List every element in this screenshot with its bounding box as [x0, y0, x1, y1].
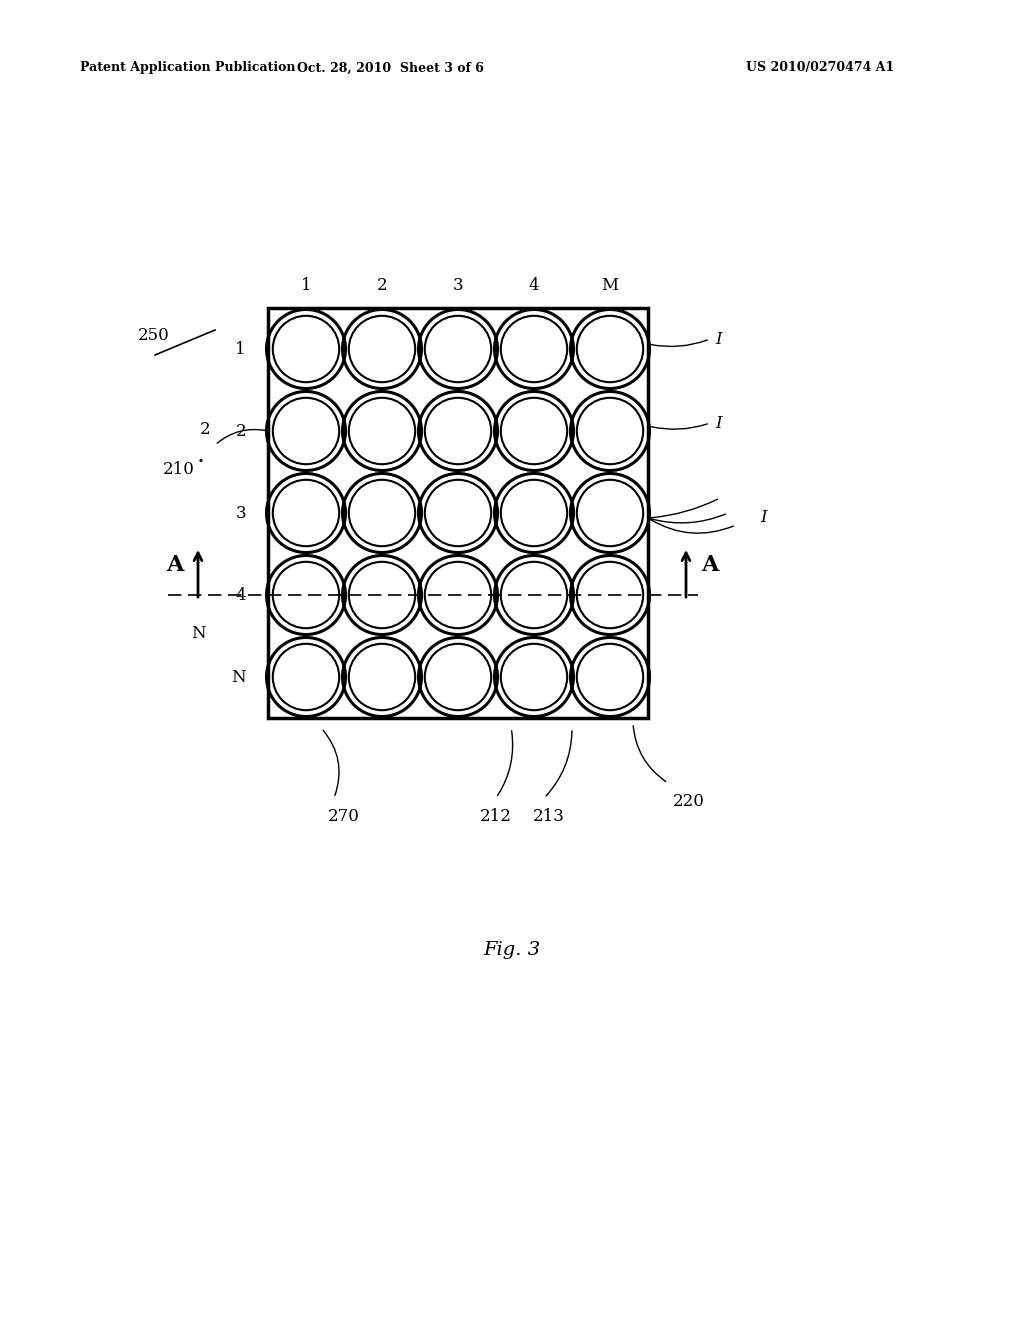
- Text: 2: 2: [200, 421, 210, 438]
- Text: 1: 1: [236, 341, 246, 358]
- Text: A: A: [701, 554, 719, 576]
- Text: Oct. 28, 2010  Sheet 3 of 6: Oct. 28, 2010 Sheet 3 of 6: [297, 62, 483, 74]
- Text: 2: 2: [377, 277, 387, 294]
- Text: N: N: [190, 624, 206, 642]
- Text: 3: 3: [236, 504, 246, 521]
- Text: Patent Application Publication: Patent Application Publication: [80, 62, 296, 74]
- Text: 1: 1: [301, 277, 311, 294]
- Text: M: M: [601, 277, 618, 294]
- Text: I: I: [715, 330, 722, 347]
- Text: 3: 3: [453, 277, 463, 294]
- Text: N: N: [231, 668, 246, 685]
- Text: I: I: [715, 414, 722, 432]
- Text: .: .: [197, 444, 205, 466]
- Text: 2: 2: [236, 422, 246, 440]
- Text: 220: 220: [673, 793, 705, 810]
- Text: 210: 210: [163, 462, 195, 479]
- Text: Fig. 3: Fig. 3: [483, 941, 541, 960]
- Text: I: I: [760, 510, 767, 527]
- Text: US 2010/0270474 A1: US 2010/0270474 A1: [745, 62, 894, 74]
- Text: 213: 213: [534, 808, 565, 825]
- Text: 4: 4: [236, 586, 246, 603]
- Text: 250: 250: [138, 326, 170, 343]
- Text: 212: 212: [480, 808, 512, 825]
- Text: 270: 270: [328, 808, 360, 825]
- Bar: [268, 308, 648, 718]
- Text: 4: 4: [528, 277, 540, 294]
- Text: A: A: [166, 554, 183, 576]
